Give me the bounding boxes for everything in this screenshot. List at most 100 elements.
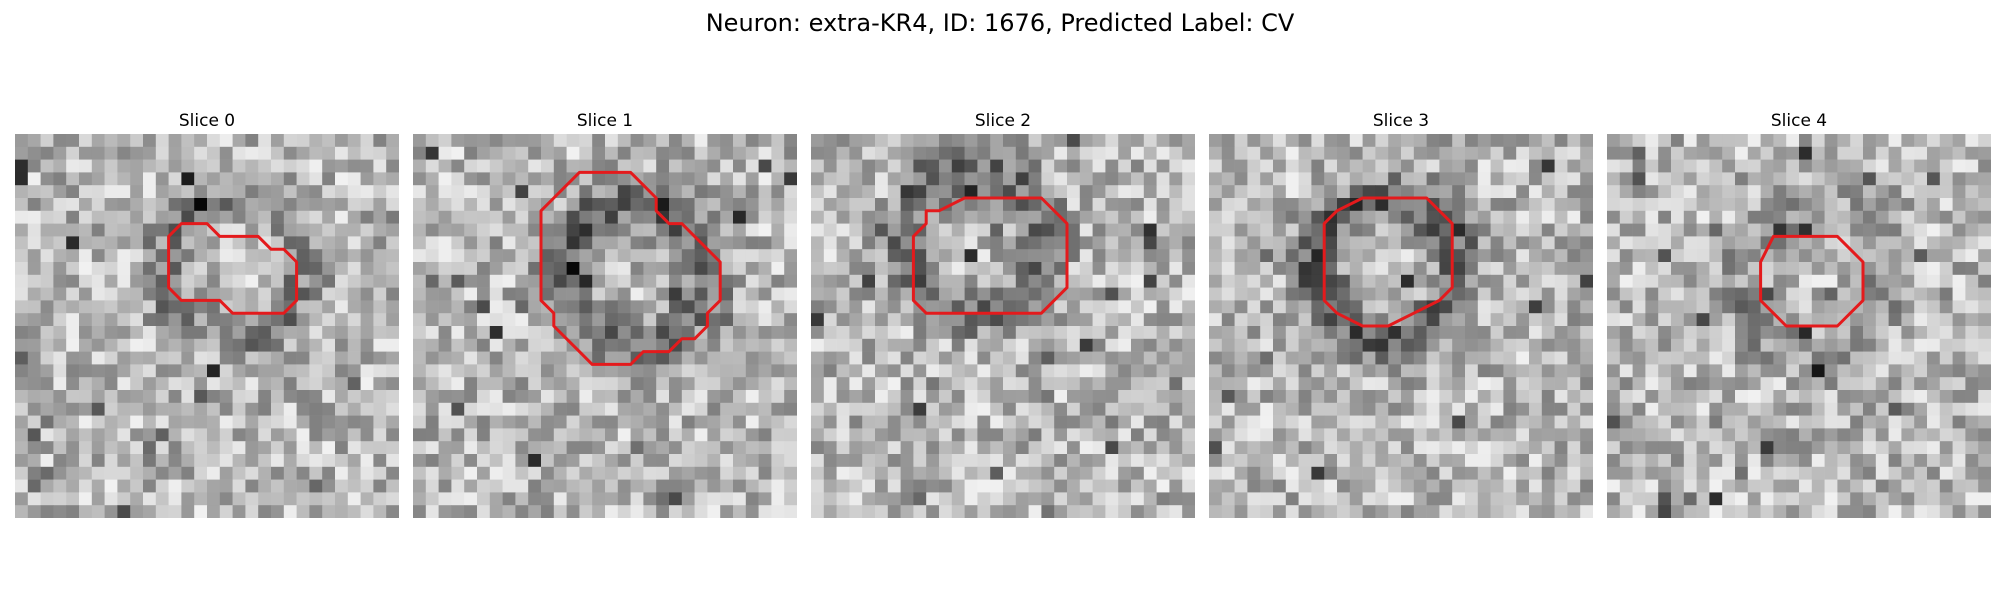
pixel [823, 249, 837, 263]
pixel [53, 287, 67, 301]
pixel [1041, 428, 1055, 442]
pixel [1709, 505, 1723, 518]
pixel [1426, 172, 1440, 186]
pixel [745, 364, 759, 378]
pixel [1465, 134, 1479, 148]
pixel [707, 466, 721, 480]
pixel [1632, 377, 1646, 391]
pixel [977, 159, 991, 173]
pixel [566, 198, 580, 212]
pixel [1824, 326, 1838, 340]
pixel [1709, 479, 1723, 493]
pixel [168, 402, 182, 416]
pixel [40, 441, 54, 455]
pixel [1529, 505, 1543, 518]
pixel [1349, 210, 1363, 224]
pixel [1747, 338, 1761, 352]
pixel [283, 505, 297, 518]
pixel [143, 274, 157, 288]
pixel [1169, 249, 1183, 263]
pixel [630, 415, 644, 429]
slice-title: Slice 4 [1770, 111, 1828, 131]
pixel [1683, 466, 1697, 480]
pixel [1952, 338, 1966, 352]
pixel [1337, 479, 1351, 493]
pixel [1349, 364, 1363, 378]
pixel [1709, 492, 1723, 506]
pixel [117, 146, 131, 160]
pixel [1118, 326, 1132, 340]
pixel [1003, 364, 1017, 378]
pixel [681, 236, 695, 250]
pixel [887, 300, 901, 314]
pixel [566, 505, 580, 518]
pixel [630, 390, 644, 404]
pixel [104, 415, 118, 429]
pixel [66, 134, 80, 148]
pixel [373, 479, 387, 493]
pixel [1260, 313, 1274, 327]
pixel [1465, 428, 1479, 442]
pixel [104, 210, 118, 224]
pixel [194, 198, 208, 212]
pixel [451, 428, 465, 442]
pixel [1799, 351, 1813, 365]
pixel [335, 351, 349, 365]
pixel [1426, 185, 1440, 199]
pixel [900, 454, 914, 468]
pixel [1375, 134, 1389, 148]
pixel [1477, 402, 1491, 416]
pixel [1388, 236, 1402, 250]
pixel [1260, 198, 1274, 212]
pixel [1875, 479, 1889, 493]
pixel [425, 492, 439, 506]
pixel [939, 415, 953, 429]
pixel [386, 441, 399, 455]
pixel [181, 377, 195, 391]
pixel [347, 428, 361, 442]
pixel [1143, 390, 1157, 404]
pixel [528, 223, 542, 237]
pixel [977, 172, 991, 186]
pixel [1079, 466, 1093, 480]
pixel [643, 441, 657, 455]
pixel [425, 466, 439, 480]
pixel [1901, 313, 1915, 327]
pixel [707, 492, 721, 506]
pixel [926, 479, 940, 493]
pixel [1209, 274, 1223, 288]
pixel [1850, 390, 1864, 404]
pixel [1529, 210, 1543, 224]
pixel [1452, 146, 1466, 160]
pixel [1952, 505, 1966, 518]
pixel [143, 390, 157, 404]
pixel [1837, 402, 1851, 416]
pixel [27, 402, 41, 416]
pixel [1298, 210, 1312, 224]
pixel [1028, 274, 1042, 288]
pixel [1298, 364, 1312, 378]
pixel [771, 326, 785, 340]
pixel [1747, 364, 1761, 378]
pixel [181, 338, 195, 352]
pixel [1388, 198, 1402, 212]
pixel [1939, 262, 1953, 276]
pixel [413, 428, 427, 442]
pixel [1965, 351, 1979, 365]
pixel [207, 300, 221, 314]
pixel [1247, 300, 1261, 314]
pixel [1413, 172, 1427, 186]
pixel [617, 210, 631, 224]
roi-outline [167, 222, 299, 315]
pixel [592, 505, 606, 518]
pixel [155, 287, 169, 301]
pixel [528, 262, 542, 276]
pixel [53, 236, 67, 250]
pixel [926, 390, 940, 404]
pixel [1645, 364, 1659, 378]
pixel [553, 492, 567, 506]
pixel [1619, 172, 1633, 186]
pixel [1580, 236, 1593, 250]
pixel [1362, 236, 1376, 250]
pixel [990, 146, 1004, 160]
